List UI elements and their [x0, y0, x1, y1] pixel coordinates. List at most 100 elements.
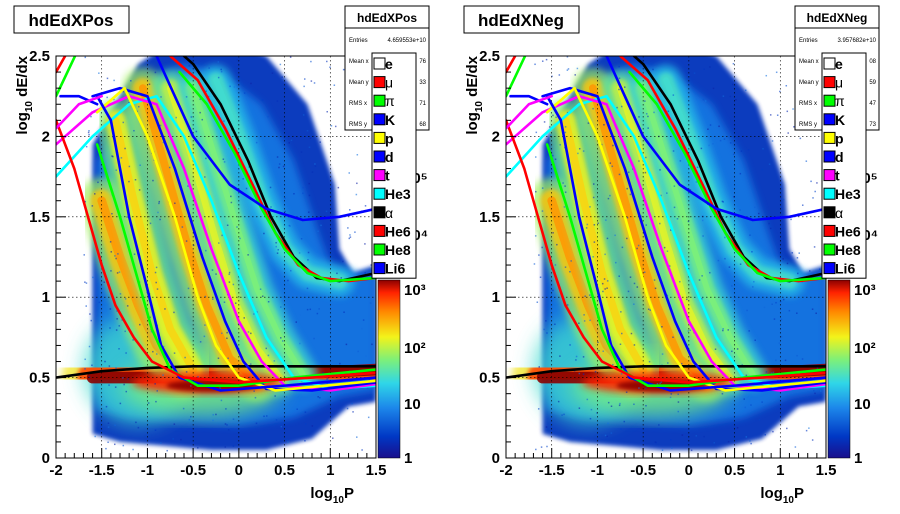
density-speckle: [732, 153, 735, 156]
density-speckle: [659, 169, 661, 171]
density-speckle: [232, 418, 235, 420]
density-speckle: [765, 371, 768, 373]
density-speckle: [114, 386, 117, 388]
density-speckle: [279, 63, 282, 66]
density-speckle: [329, 66, 331, 68]
density-speckle: [134, 179, 137, 181]
density-speckle: [546, 445, 548, 448]
x-tick-label: 1: [776, 462, 784, 479]
density-speckle: [543, 328, 545, 331]
stats-value: 08: [869, 59, 876, 65]
density-speckle: [280, 425, 283, 428]
density-speckle: [741, 312, 743, 314]
density-speckle: [575, 355, 578, 358]
density-speckle: [788, 309, 791, 312]
legend-swatch: [823, 224, 836, 237]
density-speckle: [672, 336, 674, 338]
density-speckle: [293, 193, 295, 195]
density-speckle: [340, 277, 343, 279]
density-speckle: [612, 144, 614, 147]
density-speckle: [212, 414, 214, 416]
legend-swatch: [823, 94, 836, 107]
density-speckle: [155, 281, 157, 284]
legend-label: p: [835, 130, 844, 146]
density-speckle: [208, 67, 210, 69]
density-speckle: [811, 439, 814, 441]
density-speckle: [749, 440, 751, 442]
density-speckle: [537, 408, 540, 410]
density-speckle: [770, 372, 773, 374]
density-speckle: [564, 131, 567, 134]
density-speckle: [154, 429, 157, 431]
stats-label: Mean x: [349, 59, 369, 65]
legend-swatch: [373, 243, 386, 256]
density-speckle: [303, 135, 305, 137]
density-speckle: [689, 189, 692, 191]
density-speckle: [287, 441, 289, 443]
curve-Li6: [155, 56, 376, 222]
density-speckle: [220, 332, 223, 335]
density-speckle: [227, 429, 230, 431]
density-speckle: [205, 90, 207, 93]
density-speckle: [621, 332, 623, 335]
density-speckle: [166, 449, 168, 452]
density-speckle: [307, 259, 309, 261]
density-speckle: [746, 309, 748, 312]
density-speckle: [361, 449, 363, 451]
density-speckle: [113, 98, 115, 101]
stats-label: RMS x: [349, 101, 367, 107]
density-speckle: [815, 312, 817, 315]
density-speckle: [306, 308, 309, 311]
density-speckle: [626, 216, 629, 219]
density-speckle: [307, 211, 310, 213]
density-speckle: [623, 86, 626, 88]
density-speckle: [703, 435, 705, 438]
x-tick-label: 0: [685, 462, 693, 479]
density-speckle: [227, 357, 229, 360]
density-speckle: [660, 194, 662, 197]
density-speckle: [778, 342, 781, 344]
y-axis-title-sub: 10: [24, 101, 35, 113]
density-speckle: [666, 192, 668, 194]
x-axis-title: log10P: [760, 485, 804, 506]
density-speckle: [636, 286, 639, 288]
density-speckle: [673, 206, 676, 209]
density-speckle: [199, 111, 201, 114]
density-speckle: [669, 396, 672, 399]
density-speckle: [557, 400, 560, 403]
density-speckle: [203, 335, 206, 338]
stats-value: 76: [419, 59, 426, 65]
density-speckle: [805, 160, 808, 162]
density-speckle: [535, 131, 538, 134]
density-speckle: [722, 201, 724, 203]
density-speckle: [160, 96, 162, 98]
legend-swatch: [823, 150, 836, 163]
density-speckle: [647, 127, 649, 129]
density-speckle: [190, 415, 192, 418]
density-speckle: [609, 194, 611, 197]
density-speckle: [310, 80, 313, 82]
density-speckle: [645, 113, 648, 115]
density-speckle: [534, 235, 537, 237]
density-speckle: [772, 371, 775, 374]
y-tick-label: 0.5: [479, 370, 500, 387]
density-speckle: [356, 182, 358, 185]
x-tick-label: 0: [235, 462, 243, 479]
curve-p-low: [506, 94, 554, 130]
density-speckle: [780, 318, 783, 321]
density-speckle: [204, 324, 206, 326]
density-speckle: [570, 260, 572, 262]
density-speckle: [128, 102, 130, 104]
y-axis-title: log10 dE/dx: [14, 55, 35, 134]
curve-μ: [56, 119, 376, 384]
density-speckle: [566, 56, 569, 58]
density-speckle: [295, 321, 298, 323]
density-speckle: [156, 288, 159, 290]
density-speckle: [709, 271, 711, 274]
stats-value: 71: [419, 101, 426, 107]
density-speckle: [217, 61, 220, 63]
density-speckle: [771, 316, 773, 319]
density-speckle: [796, 312, 798, 314]
density-speckle: [217, 357, 220, 360]
density-speckle: [722, 328, 724, 330]
